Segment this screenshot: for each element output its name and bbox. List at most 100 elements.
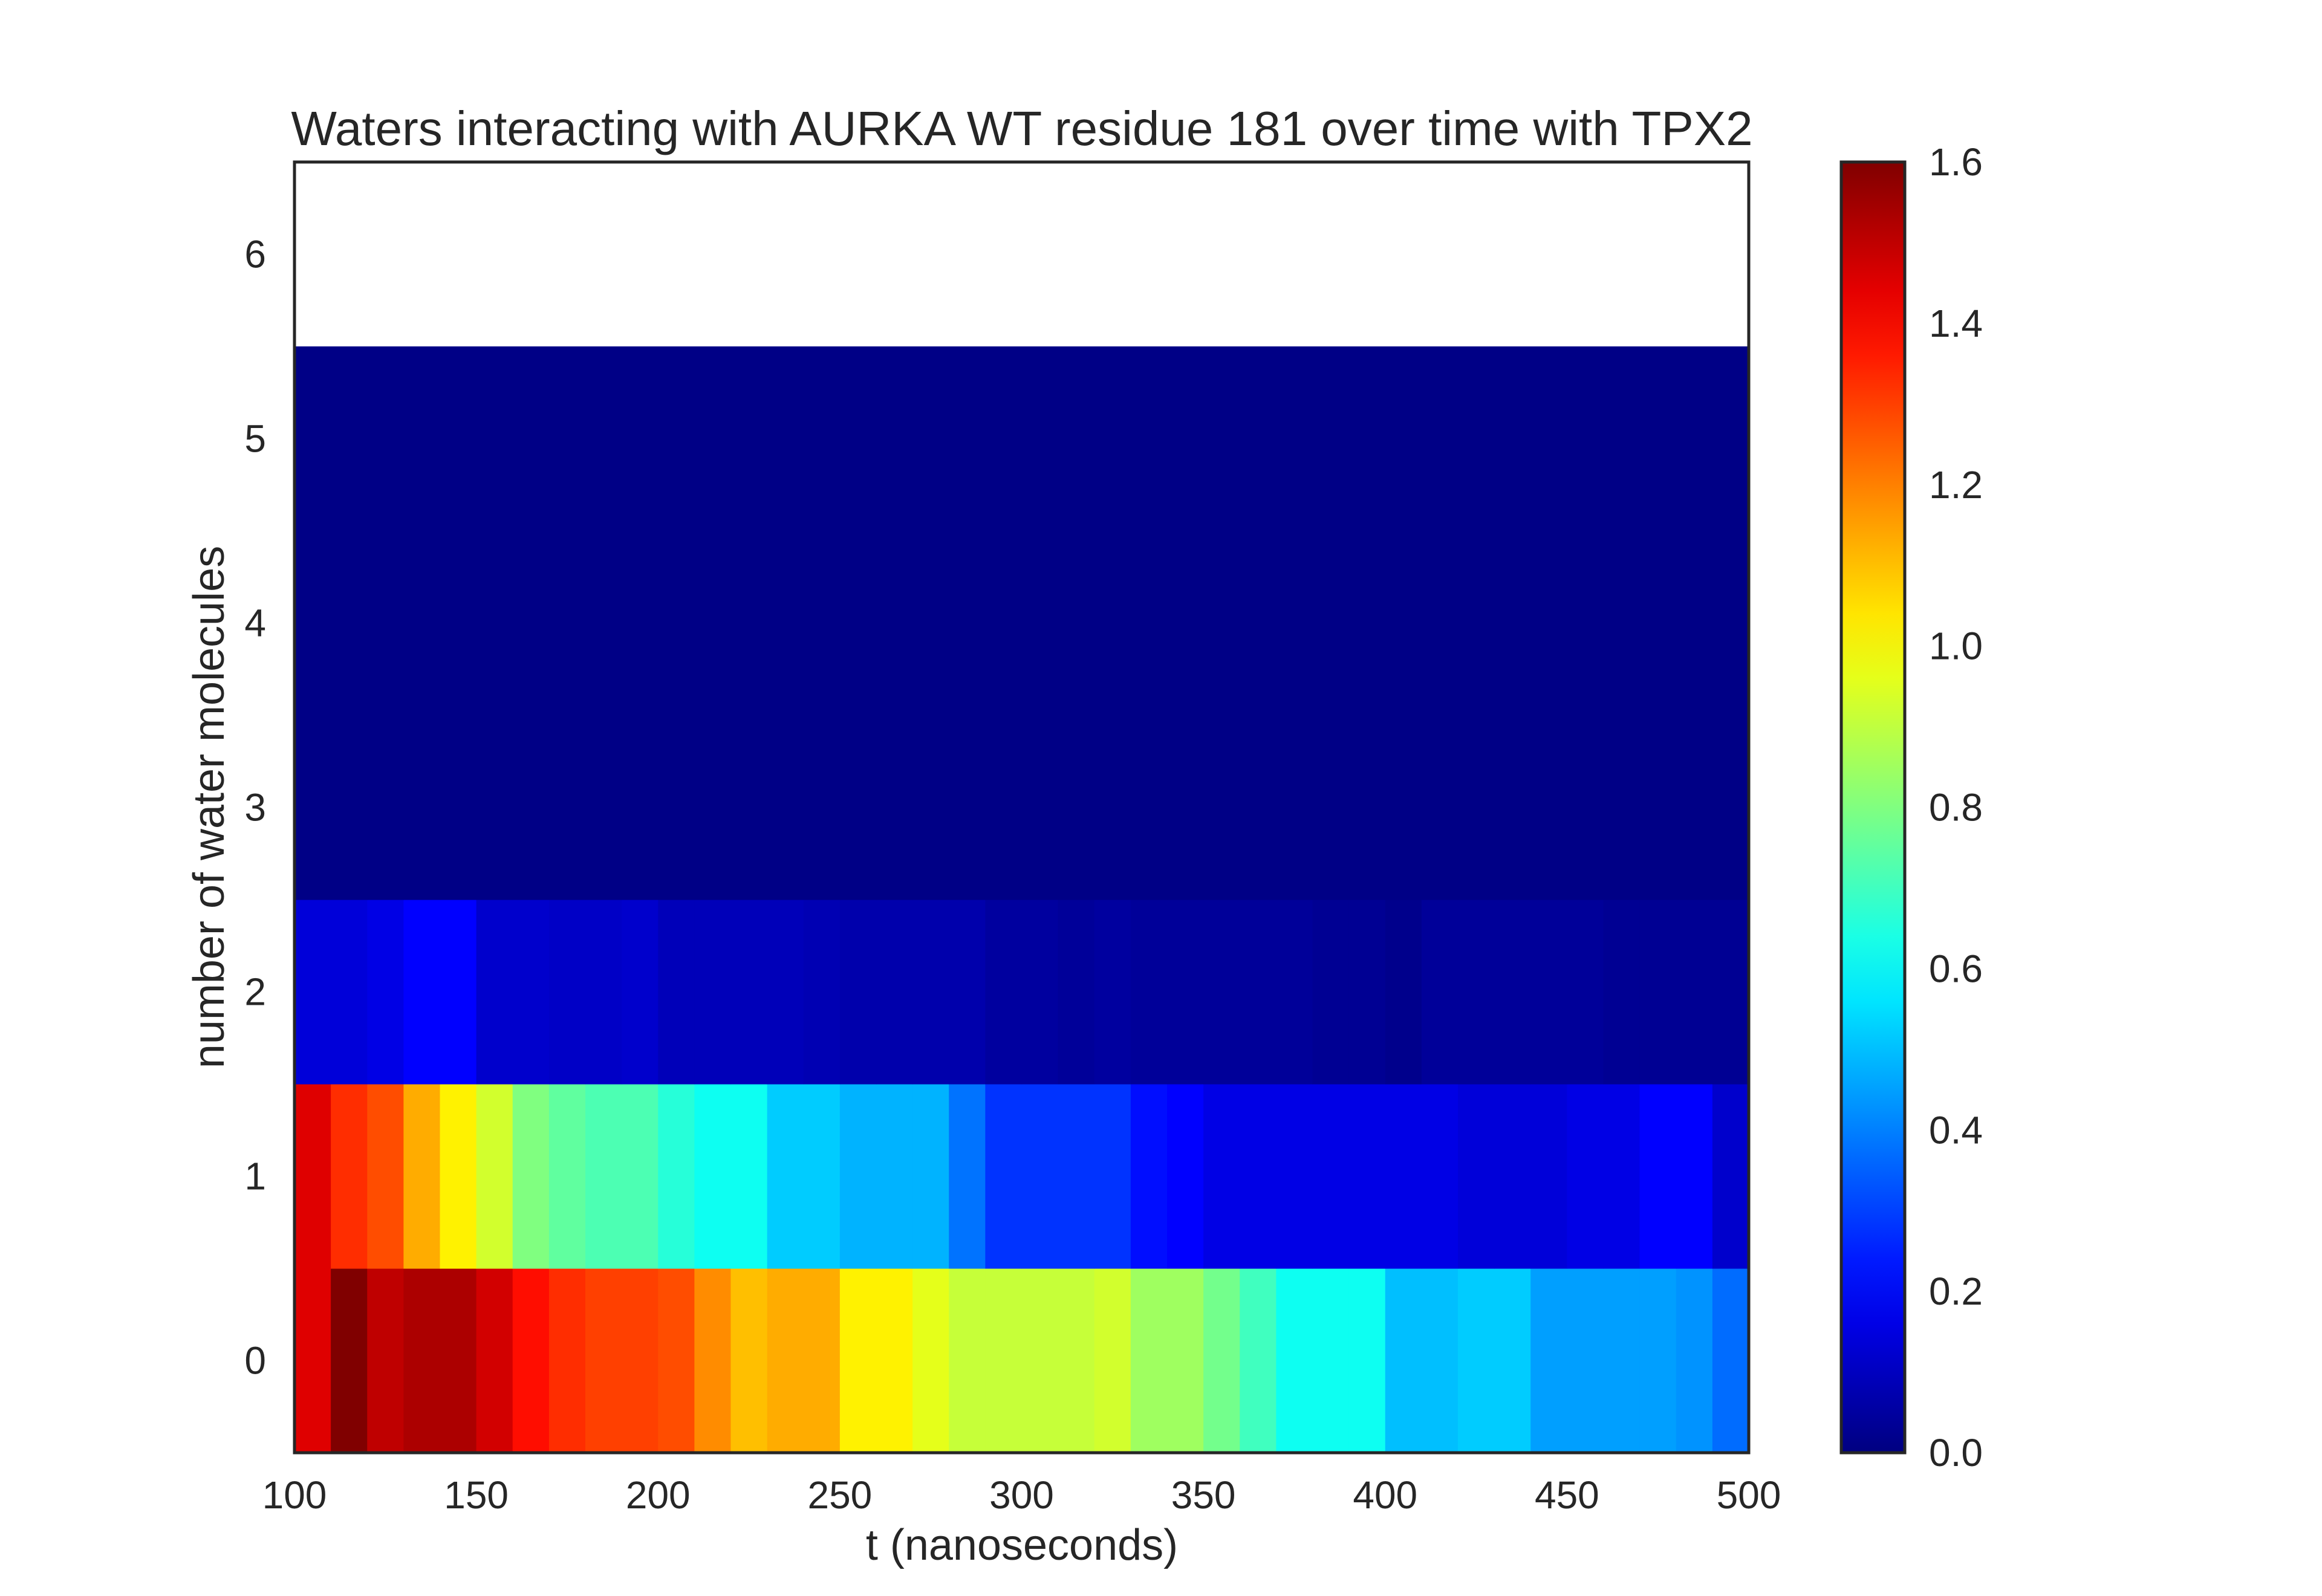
heatmap-cell xyxy=(1348,715,1386,900)
heatmap-cell xyxy=(1385,531,1422,716)
heatmap-cell xyxy=(1639,346,1677,531)
heatmap-cell xyxy=(331,900,368,1085)
heatmap-cells xyxy=(294,346,1749,1453)
heatmap-cell xyxy=(1494,900,1531,1085)
heatmap-cell xyxy=(1021,900,1059,1085)
heatmap-cell xyxy=(1058,900,1095,1085)
colorbar-tick-label: 1.6 xyxy=(1929,140,1983,184)
heatmap-cell xyxy=(1385,1268,1422,1453)
heatmap-cell xyxy=(767,346,804,531)
heatmap-cell xyxy=(1603,531,1641,716)
x-tick-label: 400 xyxy=(1353,1473,1417,1517)
heatmap-cell xyxy=(694,715,732,900)
heatmap-cell xyxy=(622,900,659,1085)
heatmap-cell xyxy=(294,531,331,716)
heatmap-cell xyxy=(331,715,368,900)
heatmap-cell xyxy=(694,346,732,531)
heatmap-cell xyxy=(694,1084,732,1269)
heatmap-cell xyxy=(1421,715,1459,900)
heatmap-cell xyxy=(839,1268,877,1453)
heatmap-cell xyxy=(876,1084,913,1269)
heatmap-cell xyxy=(1167,531,1204,716)
heatmap-cell xyxy=(622,1268,659,1453)
heatmap-cell xyxy=(476,531,513,716)
heatmap-cell xyxy=(1021,531,1059,716)
heatmap-cell xyxy=(440,1084,477,1269)
heatmap-cell xyxy=(476,715,513,900)
heatmap-cell xyxy=(949,900,986,1085)
y-axis-label: number of water molecules xyxy=(185,546,233,1068)
heatmap-cell xyxy=(1094,715,1131,900)
y-tick-label: 3 xyxy=(244,786,266,829)
heatmap-cell xyxy=(1676,900,1713,1085)
heatmap-cell xyxy=(985,900,1023,1085)
heatmap-cell xyxy=(440,900,477,1085)
heatmap-cell xyxy=(548,900,586,1085)
heatmap-cell xyxy=(912,1268,949,1453)
heatmap-cell xyxy=(767,531,804,716)
heatmap-cell xyxy=(1348,346,1386,531)
heatmap-cell xyxy=(803,900,841,1085)
heatmap-cell xyxy=(1094,1084,1131,1269)
heatmap-cell xyxy=(1240,715,1276,900)
heatmap-cell xyxy=(876,531,913,716)
heatmap-cell xyxy=(1603,1268,1641,1453)
heatmap-cell xyxy=(912,346,949,531)
y-tick-label: 2 xyxy=(244,970,266,1014)
heatmap-cell xyxy=(367,346,404,531)
heatmap-cell xyxy=(331,346,368,531)
heatmap-cell xyxy=(367,1268,404,1453)
colorbar-tick-label: 0.2 xyxy=(1929,1270,1983,1313)
heatmap-cell xyxy=(694,531,732,716)
heatmap-cell xyxy=(839,715,877,900)
heatmap-cell xyxy=(1203,1084,1240,1269)
heatmap-cell xyxy=(1312,1084,1350,1269)
heatmap-cell xyxy=(476,1268,513,1453)
heatmap-cell xyxy=(476,1084,513,1269)
heatmap-cell xyxy=(1421,1268,1459,1453)
heatmap-cell xyxy=(331,531,368,716)
heatmap-cell xyxy=(585,715,622,900)
heatmap-cell xyxy=(985,1268,1023,1453)
heatmap-cell xyxy=(1567,1084,1604,1269)
heatmap-cell xyxy=(1276,531,1313,716)
heatmap-cell xyxy=(1421,346,1459,531)
heatmap-cell xyxy=(949,531,986,716)
heatmap-cell xyxy=(1385,346,1422,531)
heatmap-cell xyxy=(839,531,877,716)
heatmap-cell xyxy=(512,346,550,531)
heatmap-cell xyxy=(512,715,550,900)
heatmap-cell xyxy=(730,715,768,900)
heatmap-cell xyxy=(1458,346,1495,531)
colorbar-tick-label: 1.0 xyxy=(1929,624,1983,668)
heatmap-cell xyxy=(730,531,768,716)
heatmap-cell xyxy=(1494,531,1531,716)
heatmap-cell xyxy=(367,715,404,900)
heatmap-cell xyxy=(949,1084,986,1269)
heatmap-cell xyxy=(1094,1268,1131,1453)
heatmap-cell xyxy=(839,346,877,531)
x-axis-label: t (nanoseconds) xyxy=(866,1521,1178,1569)
heatmap-cell xyxy=(1494,1084,1531,1269)
heatmap-cell xyxy=(1312,715,1350,900)
heatmap-cell xyxy=(1348,531,1386,716)
heatmap-cell xyxy=(1094,900,1131,1085)
heatmap-cell xyxy=(403,715,441,900)
heatmap-cell xyxy=(803,715,841,900)
heatmap-cell xyxy=(1530,346,1567,531)
heatmap-cell xyxy=(1458,715,1495,900)
heatmap-cell xyxy=(1712,900,1749,1085)
x-tick-label: 100 xyxy=(262,1473,327,1517)
heatmap-cell xyxy=(1458,531,1495,716)
x-tick-label: 350 xyxy=(1171,1473,1236,1517)
heatmap-cell xyxy=(658,715,695,900)
heatmap-cell xyxy=(730,1268,768,1453)
heatmap-cell xyxy=(1421,1084,1459,1269)
heatmap-cell xyxy=(1240,531,1276,716)
heatmap-cell xyxy=(1567,346,1604,531)
x-tick-label: 200 xyxy=(626,1473,691,1517)
heatmap-cell xyxy=(1130,715,1168,900)
x-tick-label: 250 xyxy=(807,1473,872,1517)
heatmap-cell xyxy=(331,1268,368,1453)
